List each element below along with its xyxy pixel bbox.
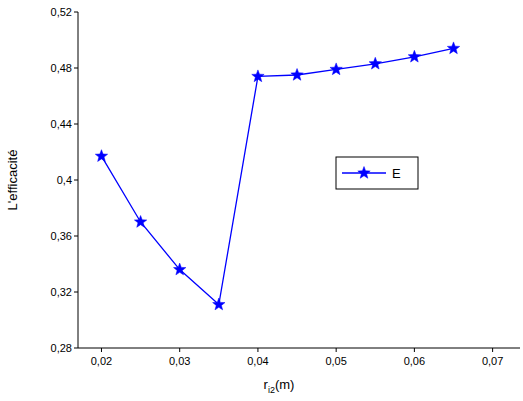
x-axis-label: ri2(m) <box>264 377 295 395</box>
point-marker <box>369 57 381 69</box>
legend-marker <box>358 167 370 179</box>
x-tick <box>492 348 493 352</box>
x-tick-label: 0,04 <box>247 355 268 367</box>
x-tick-label: 0,03 <box>169 355 190 367</box>
y-tick-label: 0,52 <box>51 6 72 18</box>
y-tick-label: 0,44 <box>51 118 72 130</box>
point-marker <box>213 298 225 310</box>
x-tick <box>414 348 415 352</box>
point-marker <box>174 263 186 275</box>
y-tick-label: 0,28 <box>51 342 72 354</box>
series-line <box>101 48 453 304</box>
x-tick <box>336 348 337 352</box>
x-tick <box>101 348 102 352</box>
plot-area <box>95 42 459 310</box>
point-marker <box>134 216 146 228</box>
chart-svg: 0,28 0,32 0,36 0,4 0,44 0,48 0,52 0,02 0,03 0,04 0… <box>0 0 523 401</box>
legend: E <box>336 157 418 189</box>
x-tick-label: 0,05 <box>325 355 346 367</box>
y-tick <box>74 12 78 13</box>
x-tick <box>179 348 180 352</box>
y-tick <box>74 292 78 293</box>
chart-container: 0,28 0,32 0,36 0,4 0,44 0,48 0,52 0,02 0,03 0,04 0… <box>0 0 523 401</box>
y-tick-label: 0,36 <box>51 230 72 242</box>
y-axis-label: L'efficacité <box>5 150 20 211</box>
legend-box <box>336 157 418 189</box>
y-tick-label: 0,48 <box>51 62 72 74</box>
x-tick-label: 0,02 <box>91 355 112 367</box>
point-marker <box>291 69 303 81</box>
y-tick-label: 0,32 <box>51 286 72 298</box>
x-tick <box>257 348 258 352</box>
y-tick-label: 0,4 <box>57 174 72 186</box>
y-tick <box>74 236 78 237</box>
point-marker <box>408 50 420 62</box>
x-label-sub: i2 <box>268 385 275 395</box>
point-marker <box>447 42 459 54</box>
y-tick <box>74 348 78 349</box>
x-tick-label: 0,07 <box>482 355 503 367</box>
point-marker <box>330 63 342 75</box>
point-marker <box>252 70 264 82</box>
x-tick-label: 0,06 <box>404 355 425 367</box>
x-label-unit: (m) <box>275 377 295 392</box>
y-tick <box>74 68 78 69</box>
y-tick <box>74 180 78 181</box>
x-axis-line <box>78 348 520 349</box>
point-marker <box>95 150 107 162</box>
y-tick <box>74 124 78 125</box>
legend-label: E <box>392 166 401 181</box>
